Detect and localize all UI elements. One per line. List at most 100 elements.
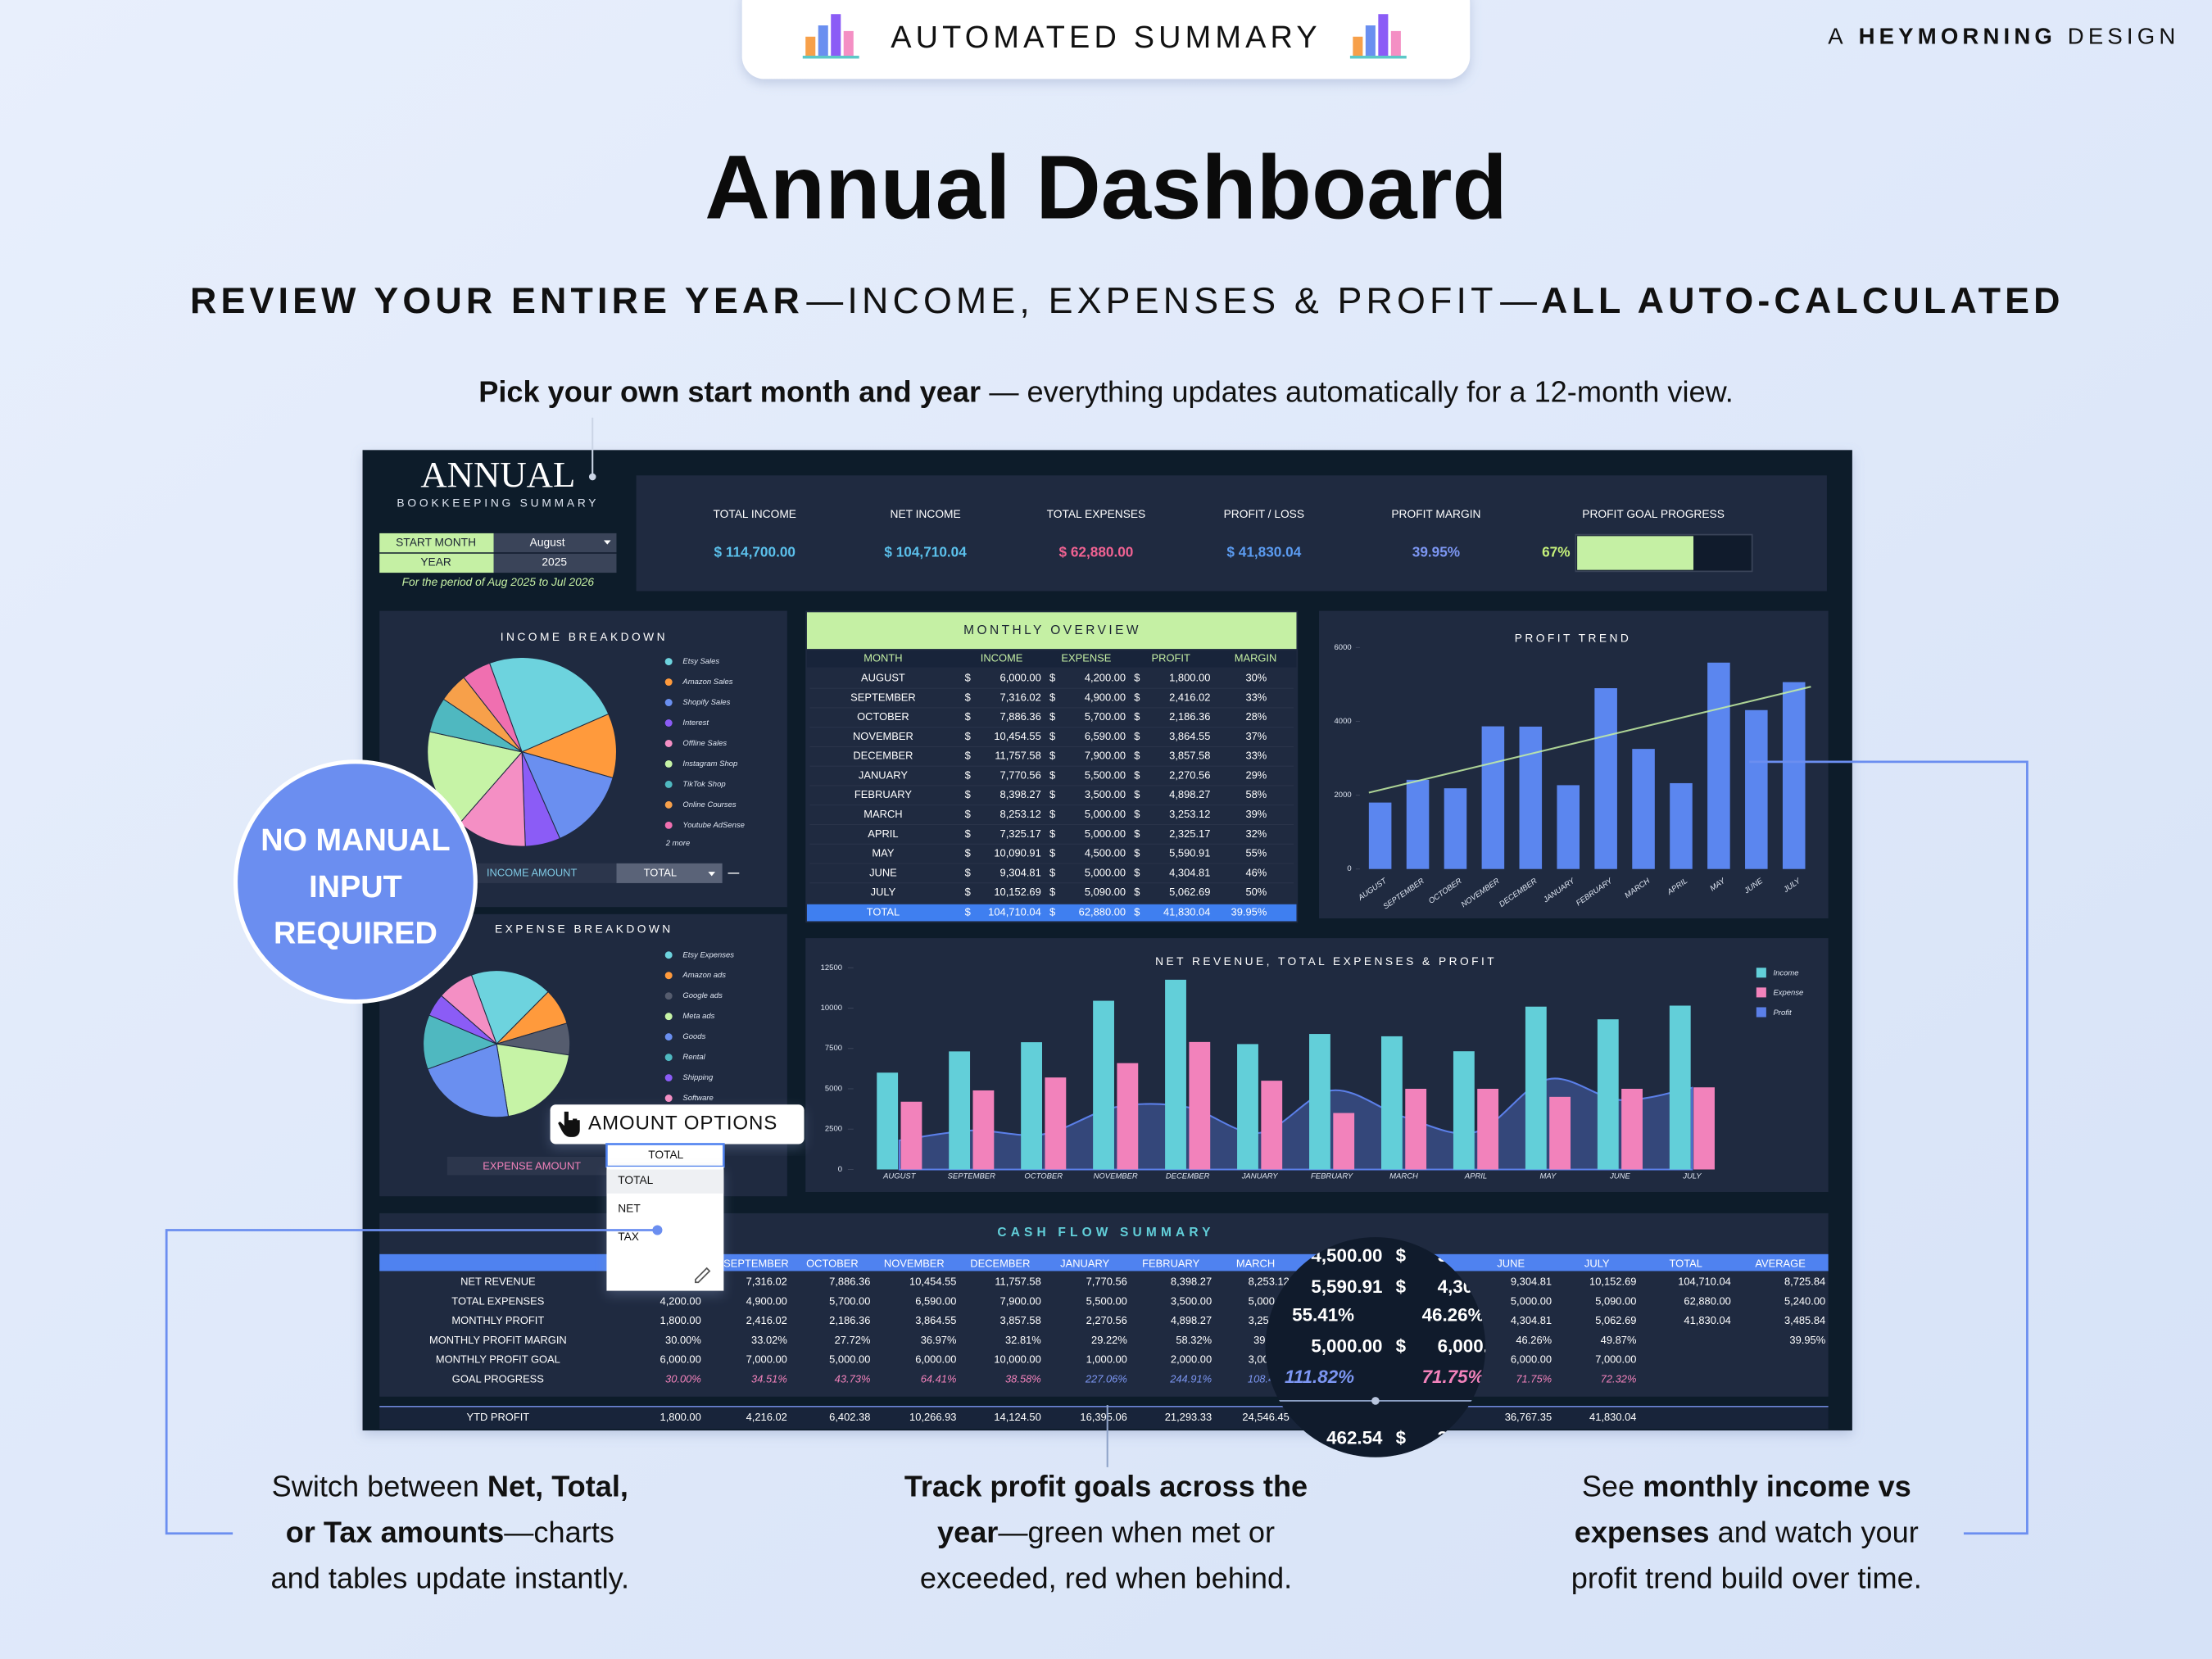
- overview-total-label: TOTAL: [867, 906, 900, 918]
- legend-swatch: [664, 678, 673, 687]
- icon-bar: [831, 14, 841, 57]
- cell: 72.32%: [1601, 1372, 1637, 1385]
- currency: $: [1049, 768, 1055, 781]
- cell: 2,416.02: [746, 1314, 787, 1326]
- legend-swatch: [664, 699, 673, 707]
- overview-row-cell: 7,900.00: [1085, 750, 1126, 762]
- overview-row-label: DECEMBER: [853, 750, 913, 762]
- dropdown-input-text[interactable]: TOTAL: [648, 1149, 683, 1161]
- legend-swatch: [664, 759, 673, 768]
- bar: [1670, 782, 1693, 869]
- callout-run: —green when met or: [998, 1515, 1275, 1548]
- bar: [900, 1101, 922, 1170]
- icon-bar: [1365, 25, 1376, 57]
- overview-row-cell: 3,500.00: [1085, 788, 1126, 800]
- cell: 3,864.55: [915, 1314, 956, 1326]
- kpi-value: $ 104,710.04: [884, 544, 967, 560]
- overview-row-cell: 4,500.00: [1085, 847, 1126, 859]
- cell: 64.41%: [921, 1372, 957, 1385]
- overview-row-label: SEPTEMBER: [850, 691, 916, 703]
- dropdown-option[interactable]: NET: [618, 1202, 641, 1214]
- overview-row-label: MARCH: [863, 808, 902, 820]
- cell: 7,770.56: [1086, 1276, 1127, 1288]
- control-label-box: [446, 1156, 617, 1176]
- panel-title: CASH FLOW SUMMARY: [997, 1226, 1214, 1240]
- currency: $: [965, 906, 971, 918]
- legend-label: Shopify Sales: [682, 698, 730, 707]
- cell: 38.58%: [1005, 1372, 1041, 1385]
- currency: $: [965, 808, 971, 820]
- cell: 244.91%: [1169, 1372, 1212, 1385]
- magnifier-cell: 6,000.: [1438, 1335, 1489, 1356]
- bar: [1557, 785, 1580, 869]
- overview-row-cell: 39%: [1245, 808, 1267, 820]
- bar: [1380, 1036, 1403, 1170]
- currency: $: [1049, 866, 1055, 878]
- bar: [1782, 682, 1806, 869]
- overview-row-cell: 58%: [1245, 788, 1267, 800]
- panel-title: INCOME BREAKDOWN: [501, 631, 668, 643]
- callout-run: See: [1582, 1469, 1643, 1503]
- callout-run: year: [937, 1515, 998, 1548]
- x-tick-label: FEBRUARY: [1311, 1172, 1353, 1181]
- bar: [1405, 1088, 1427, 1170]
- cell: 5,000.00: [829, 1353, 870, 1366]
- control-box: [616, 863, 723, 883]
- connector: [1749, 760, 2028, 1535]
- trend-line: [1368, 686, 1811, 794]
- cell: 36,767.35: [1505, 1411, 1552, 1423]
- control-label: EXPENSE AMOUNT: [483, 1159, 581, 1172]
- cell: 4,900.00: [746, 1294, 787, 1307]
- year-value[interactable]: 2025: [542, 556, 567, 569]
- kpi-label: PROFIT GOAL PROGRESS: [1582, 508, 1725, 520]
- badge-text: AUTOMATED SUMMARY: [891, 20, 1321, 55]
- panel-title: EXPENSE BREAKDOWN: [495, 922, 673, 935]
- currency: $: [1049, 827, 1055, 840]
- magnifier: [1265, 1237, 1486, 1457]
- callout-run: and watch your: [1710, 1515, 1919, 1548]
- cell: 29.22%: [1091, 1334, 1127, 1346]
- subtitle-middle: INCOME, EXPENSES & PROFIT: [847, 280, 1497, 321]
- cell: 104,710.04: [1678, 1276, 1731, 1288]
- row-label: TOTAL EXPENSES: [451, 1294, 544, 1307]
- dropdown-option[interactable]: TOTAL: [618, 1174, 653, 1186]
- currency: $: [965, 691, 971, 703]
- cell: 46.26%: [1516, 1334, 1552, 1346]
- magnifier-cell: 55.41%: [1292, 1304, 1354, 1325]
- overview-row-label: JANUARY: [859, 768, 908, 781]
- overview-row-cell: 4,900.00: [1085, 691, 1126, 703]
- start-month-value[interactable]: August: [530, 537, 565, 549]
- row-label: MONTHLY PROFIT: [451, 1314, 544, 1326]
- callout-run: exceeded, red when behind.: [920, 1561, 1292, 1594]
- intro-rest: — everything updates automatically for a…: [989, 374, 1733, 408]
- legend-label: Google ads: [682, 991, 723, 1000]
- overview-row-cell: 3,864.55: [1169, 730, 1210, 742]
- pie-slice: [521, 750, 614, 840]
- overview-row-cell: 10,152.69: [994, 886, 1040, 898]
- badge-line: INPUT: [309, 870, 402, 904]
- currency: $: [965, 672, 971, 684]
- legend-swatch: [664, 1074, 673, 1082]
- x-tick-label: NOVEMBER: [1094, 1172, 1138, 1181]
- cell: 5,000.00: [1511, 1294, 1552, 1307]
- overview-row-cell: 4,304.81: [1169, 866, 1210, 878]
- intro: Pick your own start month and year — ever…: [478, 374, 1734, 408]
- legend-swatch: [664, 992, 673, 1000]
- overview-row-label: OCTOBER: [857, 710, 909, 723]
- currency: $: [1134, 672, 1140, 684]
- overview-row-cell: 8,253.12: [1000, 808, 1041, 820]
- page-title: Annual Dashboard: [705, 138, 1507, 238]
- dropdown-option[interactable]: TAX: [618, 1231, 639, 1243]
- bar: [1117, 1063, 1139, 1170]
- bar: [1368, 802, 1392, 869]
- currency: $: [1134, 886, 1140, 898]
- bar: [877, 1072, 899, 1170]
- legend-label: Offline Sales: [682, 739, 727, 748]
- overview-row-cell: 7,316.02: [1000, 691, 1041, 703]
- control-value[interactable]: TOTAL: [644, 866, 677, 878]
- cell: 27.72%: [835, 1334, 871, 1346]
- y-tick-label: 12500: [821, 963, 842, 972]
- callout-line: expenses and watch your: [1575, 1515, 1919, 1548]
